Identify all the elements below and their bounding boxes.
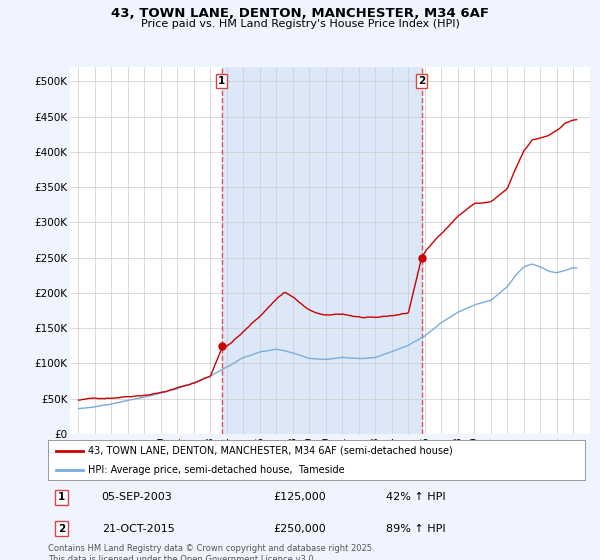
Text: £125,000: £125,000 xyxy=(274,492,326,502)
Text: 89% ↑ HPI: 89% ↑ HPI xyxy=(386,524,446,534)
Text: Price paid vs. HM Land Registry's House Price Index (HPI): Price paid vs. HM Land Registry's House … xyxy=(140,19,460,29)
Text: 21-OCT-2015: 21-OCT-2015 xyxy=(102,524,175,534)
Text: Contains HM Land Registry data © Crown copyright and database right 2025.
This d: Contains HM Land Registry data © Crown c… xyxy=(48,544,374,560)
Text: 1: 1 xyxy=(218,76,225,86)
Bar xyxy=(221,67,422,434)
Text: £250,000: £250,000 xyxy=(274,524,326,534)
Text: 2: 2 xyxy=(418,76,425,86)
Text: 2: 2 xyxy=(58,524,65,534)
Text: 05-SEP-2003: 05-SEP-2003 xyxy=(102,492,172,502)
Text: 42% ↑ HPI: 42% ↑ HPI xyxy=(386,492,446,502)
Text: 1: 1 xyxy=(58,492,65,502)
Text: 43, TOWN LANE, DENTON, MANCHESTER, M34 6AF (semi-detached house): 43, TOWN LANE, DENTON, MANCHESTER, M34 6… xyxy=(88,446,453,456)
Text: HPI: Average price, semi-detached house,  Tameside: HPI: Average price, semi-detached house,… xyxy=(88,465,345,475)
Text: 43, TOWN LANE, DENTON, MANCHESTER, M34 6AF: 43, TOWN LANE, DENTON, MANCHESTER, M34 6… xyxy=(111,7,489,20)
